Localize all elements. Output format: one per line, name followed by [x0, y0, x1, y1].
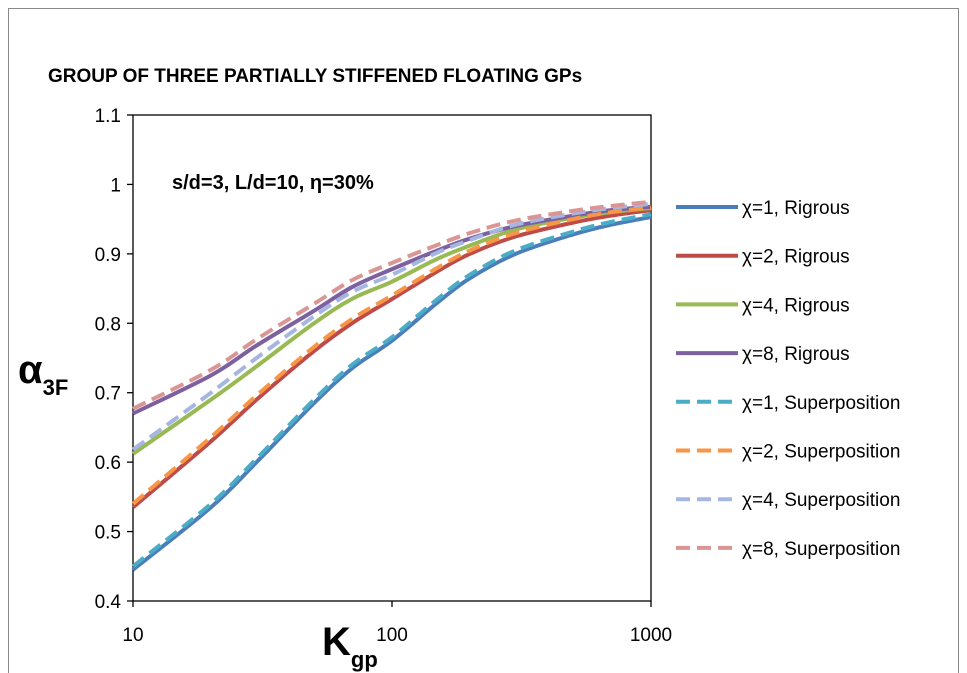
y-tick-label: 1	[110, 175, 121, 196]
x-axis-label-sub: gp	[351, 647, 378, 672]
series-line-8	[132, 199, 652, 411]
legend: χ=1, Rigrous χ=2, Rigrous χ=4, Rigrous χ=8,…	[676, 198, 900, 560]
series-line-1	[131, 215, 652, 572]
x-axis-label-main: K	[322, 620, 351, 664]
series-line-5	[131, 212, 652, 568]
series-layer	[131, 199, 652, 572]
y-axis-label: α3F	[18, 348, 68, 400]
legend-label-1: χ=1, Rigrous	[742, 198, 850, 219]
y-tick-label: 0.7	[95, 384, 121, 405]
chart-annotation: s/d=3, L/d=10, η=30%	[172, 172, 374, 194]
legend-label-3: χ=4, Rigrous	[742, 295, 850, 316]
legend-label-6: χ=2, Superposition	[742, 442, 900, 463]
y-tick-label: 0.8	[95, 314, 121, 335]
y-tick-label: 1.1	[95, 106, 121, 127]
y-axis-label-sub: 3F	[43, 375, 69, 400]
plot-area	[132, 114, 652, 602]
legend-label-4: χ=8, Rigrous	[742, 344, 850, 365]
y-tick-label: 0.6	[95, 453, 121, 474]
legend-label-7: χ=4, Superposition	[742, 490, 900, 511]
y-axis-label-main: α	[18, 348, 43, 392]
series-line-4	[132, 204, 652, 416]
x-axis-label: Kgp	[322, 620, 378, 672]
series-line-6	[131, 205, 652, 506]
series-line-2	[131, 208, 652, 509]
series-line-7	[131, 201, 652, 452]
x-tick-label: 1000	[630, 625, 672, 646]
x-tick-label: 100	[376, 625, 408, 646]
y-tick-label: 0.5	[95, 523, 121, 544]
legend-label-8: χ=8, Superposition	[742, 539, 900, 560]
y-tick-label: 0.9	[95, 245, 121, 266]
x-tick-label: 10	[122, 625, 143, 646]
y-axis-ticks: 0.4 0.5 0.6 0.7 0.8 0.9 1 1.1	[95, 106, 133, 613]
legend-label-2: χ=2, Rigrous	[742, 247, 850, 268]
chart-title: GROUP OF THREE PARTIALLY STIFFENED FLOAT…	[48, 66, 582, 87]
legend-label-5: χ=1, Superposition	[742, 393, 900, 414]
y-tick-label: 0.4	[95, 592, 122, 613]
x-axis-ticks: 10 100 1000	[122, 601, 672, 646]
